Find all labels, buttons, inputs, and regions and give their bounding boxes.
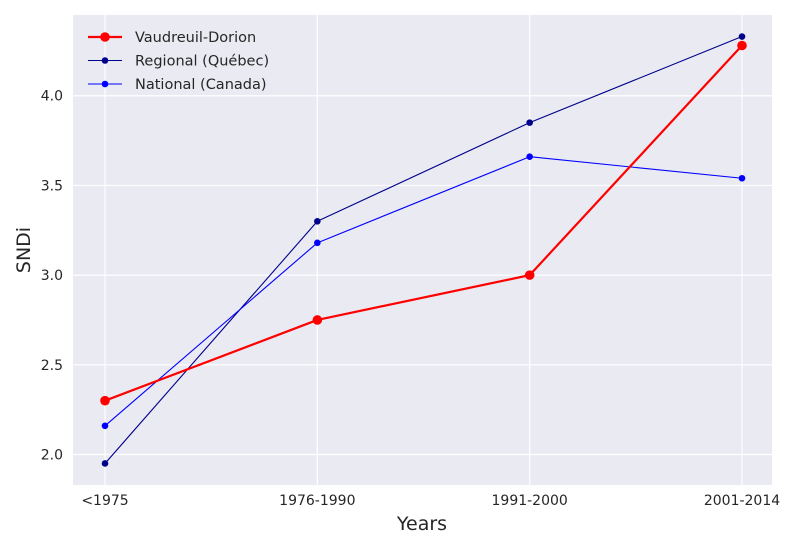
plot-area — [73, 15, 772, 485]
y-tick-label: 4.0 — [41, 89, 63, 105]
series-line — [104, 44, 743, 402]
data-point — [312, 315, 323, 325]
data-point — [526, 153, 533, 161]
series-regional-qu-bec — [101, 33, 746, 467]
x-tick-label: 2001-2014 — [704, 493, 780, 509]
data-point — [738, 33, 746, 40]
data-point — [314, 239, 321, 247]
x-tick-labels: <1975 1976-1990 1991-2000 2001-2014 — [81, 493, 780, 509]
series-layer — [100, 33, 747, 467]
legend-label: Vaudreuil-Dorion — [135, 30, 256, 46]
legend-item: Vaudreuil-Dorion — [88, 30, 256, 46]
legend: Vaudreuil-Dorion Regional (Québec) Nationa… — [88, 30, 269, 93]
series-line — [104, 36, 743, 464]
x-tick-label: <1975 — [81, 493, 128, 509]
y-tick-label: 3.0 — [41, 268, 63, 284]
x-tick-label: 1991-2000 — [492, 493, 568, 509]
series-line — [104, 156, 743, 427]
legend-marker — [100, 32, 110, 42]
grid-lines — [73, 15, 772, 485]
data-point — [101, 422, 109, 430]
y-axis-title: SNDi — [13, 227, 35, 273]
series-national-canada — [101, 153, 746, 430]
legend-label: Regional (Québec) — [135, 54, 269, 70]
y-tick-labels: 2.0 2.5 3.0 3.5 4.0 — [41, 89, 63, 464]
legend-label: National (Canada) — [135, 77, 267, 93]
legend-item: Regional (Québec) — [88, 54, 269, 70]
legend-marker — [101, 80, 109, 88]
data-point — [101, 460, 109, 467]
legend-marker — [101, 57, 109, 64]
data-point — [100, 395, 110, 406]
x-axis-title: Years — [396, 513, 447, 535]
data-point — [314, 217, 321, 225]
y-tick-label: 3.5 — [41, 178, 63, 194]
data-point — [738, 174, 746, 182]
data-point — [737, 40, 747, 51]
data-point — [526, 119, 533, 126]
legend-item: National (Canada) — [88, 77, 267, 93]
x-tick-label: 1976-1990 — [279, 493, 355, 509]
y-tick-label: 2.0 — [41, 448, 63, 464]
y-tick-label: 2.5 — [41, 358, 63, 374]
series-vaudreuil-dorion — [100, 40, 747, 406]
data-point — [524, 270, 535, 280]
